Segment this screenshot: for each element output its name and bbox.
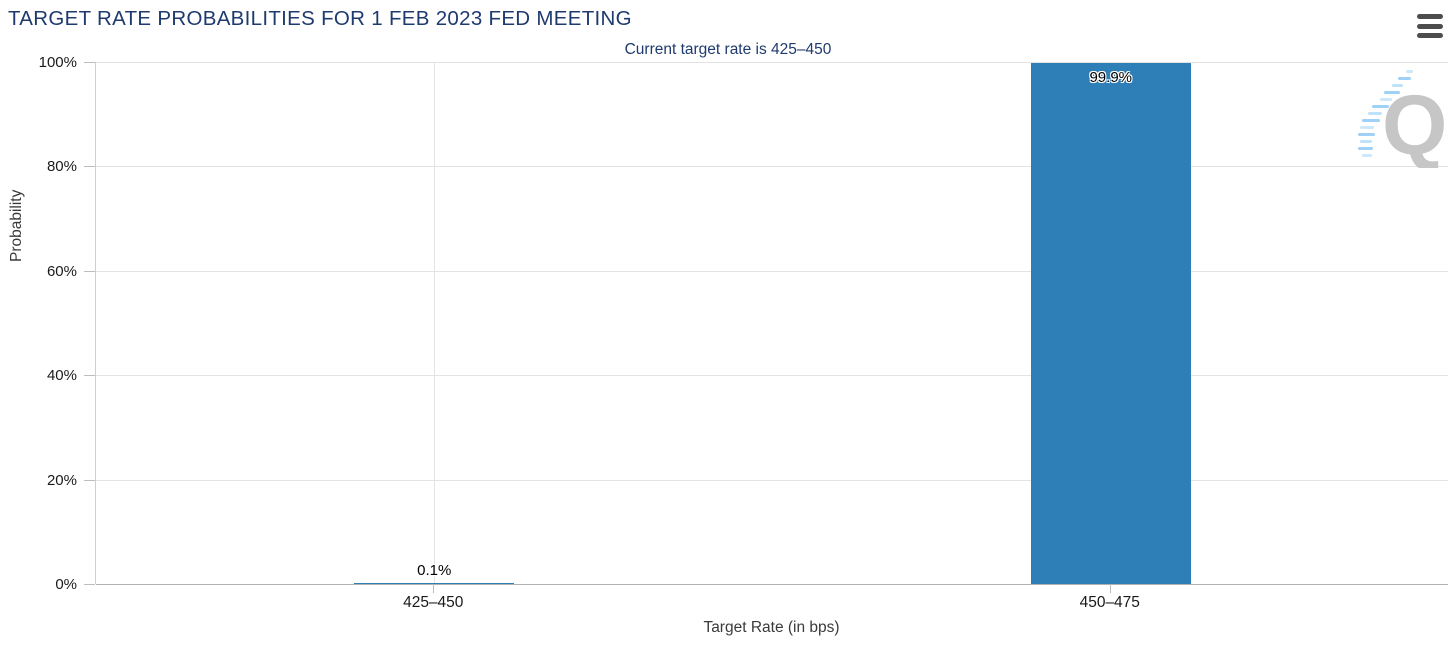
bar-450–475[interactable] [1030, 62, 1191, 584]
x-axis-title: Target Rate (in bps) [703, 619, 840, 636]
y-tick-label: 80% [46, 158, 77, 176]
chart-subtitle: Current target rate is 425–450 [624, 41, 832, 58]
y-tick-mark [84, 62, 95, 63]
bar-value-label: 0.1% [417, 562, 452, 580]
hamburger-menu-button[interactable] [1417, 13, 1445, 39]
y-tick-label: 100% [38, 54, 77, 71]
bar-425–450[interactable] [354, 583, 515, 584]
gridline-y-0 [96, 584, 1448, 585]
plot-area: 0.1% 99.9% [95, 62, 1448, 585]
y-tick-label: 0% [55, 576, 77, 593]
y-tick-mark [84, 270, 95, 272]
x-tick-label: 425–450 [403, 594, 464, 611]
page-title: TARGET RATE PROBABILITIES FOR 1 FEB 2023… [8, 7, 632, 30]
x-tick-label: 450–475 [1079, 594, 1140, 611]
x-tick-mark [433, 584, 435, 593]
hamburger-icon [1417, 23, 1443, 29]
y-tick-mark [84, 375, 95, 377]
gridline-y-20 [96, 479, 1448, 481]
hamburger-icon [1417, 14, 1443, 19]
y-tick-mark [84, 479, 95, 481]
y-axis-title: Probability [8, 189, 25, 262]
y-tick-label: 20% [46, 471, 77, 489]
gridline-y-80 [96, 166, 1448, 168]
gridline-y-100 [96, 62, 1448, 63]
hamburger-icon [1417, 33, 1443, 38]
gridline-x-1 [434, 62, 436, 584]
y-tick-label: 40% [46, 367, 77, 385]
y-tick-mark [84, 584, 95, 585]
gridline-y-40 [96, 375, 1448, 377]
gridline-y-60 [96, 270, 1448, 272]
x-tick-mark [1109, 584, 1111, 593]
bar-value-label: 99.9% [1089, 68, 1133, 86]
y-tick-mark [84, 166, 95, 168]
y-tick-label: 60% [46, 262, 77, 280]
